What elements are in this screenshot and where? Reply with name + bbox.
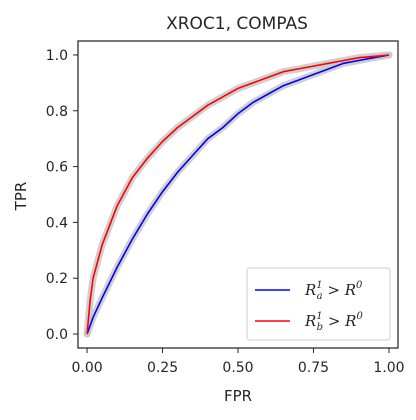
y-tick-label: 0.0 <box>46 327 68 343</box>
y-tick-label: 1.0 <box>46 48 68 64</box>
y-tick-label: 0.4 <box>46 215 68 231</box>
x-axis-ticks: 0.00 0.25 0.50 0.75 1.00 <box>71 348 405 376</box>
x-tick-label: 0.25 <box>147 360 178 376</box>
series-line-1 <box>86 54 390 335</box>
x-tick-label: 1.00 <box>373 360 404 376</box>
x-tick-label: 0.50 <box>222 360 253 376</box>
y-axis-label: TPR <box>12 182 30 212</box>
x-tick-label: 0.00 <box>71 360 102 376</box>
x-tick-label: 0.75 <box>298 360 329 376</box>
series-lines <box>86 54 390 335</box>
series-line-2 <box>86 54 389 335</box>
y-tick-label: 0.6 <box>46 160 68 176</box>
y-tick-label: 0.2 <box>46 271 68 287</box>
chart-title: XROC1, COMPAS <box>166 14 308 34</box>
legend: R1 a > R0 R1 b > R0 <box>246 267 391 341</box>
legend-box <box>246 267 391 341</box>
y-tick-label: 0.8 <box>46 104 68 120</box>
x-axis-label: FPR <box>224 387 252 405</box>
legend-label-2: R1 b > R0 <box>304 311 363 333</box>
legend-label-1: R1 a > R0 <box>304 280 363 302</box>
y-axis-ticks: 0.0 0.2 0.4 0.6 0.8 1.0 <box>46 48 78 343</box>
